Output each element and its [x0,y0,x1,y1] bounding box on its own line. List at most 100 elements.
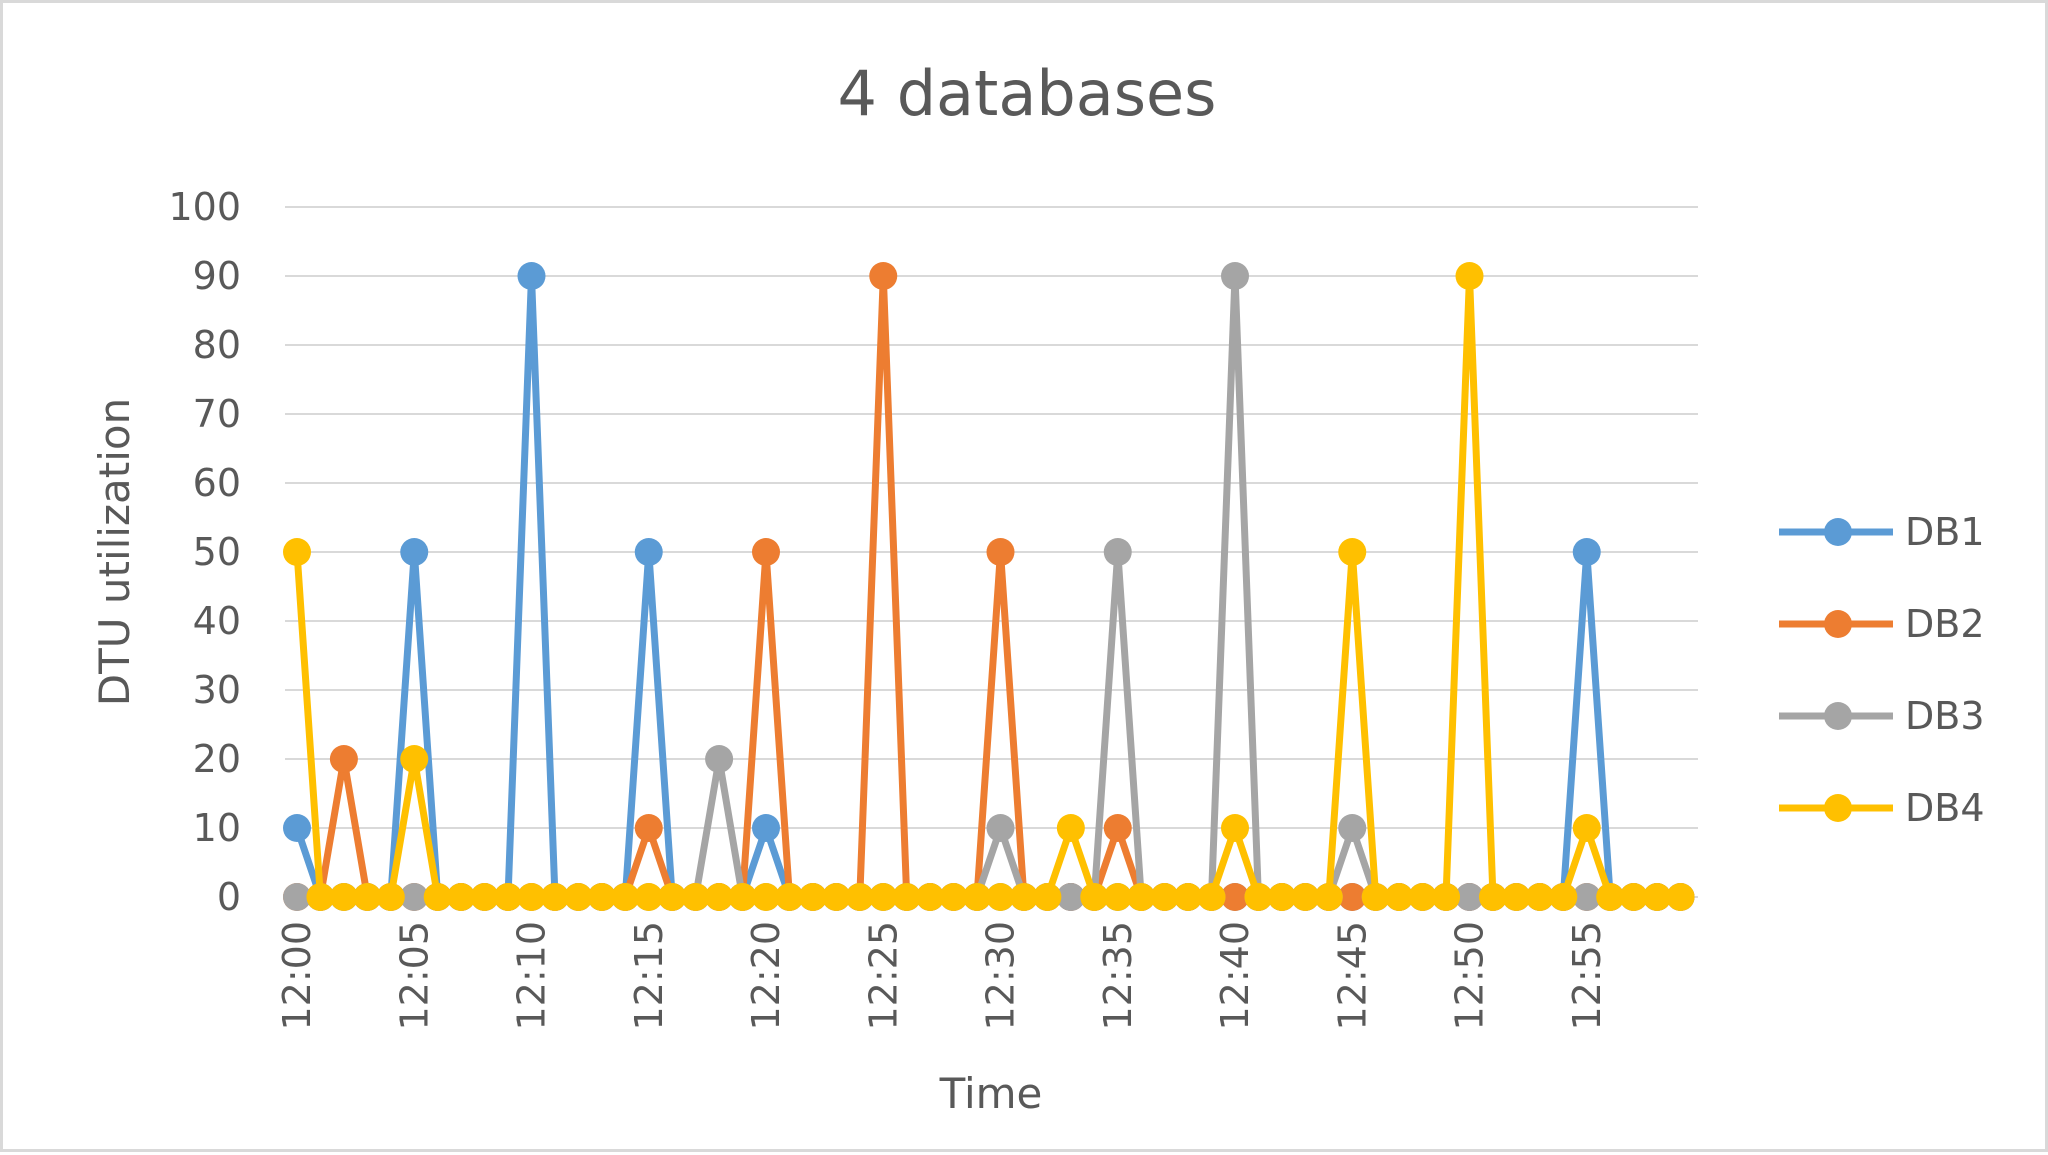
data-point-db4 [1525,883,1554,911]
data-point-db4 [1338,538,1367,566]
x-tick-label: 12:05 [392,921,436,1031]
data-point-db4 [1666,883,1695,911]
legend-marker [1824,518,1852,546]
y-tick-label: 80 [193,323,241,367]
legend: DB1 DB2 DB3 DB4 [1779,510,1985,830]
data-point-db4 [798,883,827,911]
data-point-db4 [1221,814,1249,842]
x-axis-title: Time [939,1069,1043,1118]
data-point-db4 [1033,883,1062,911]
data-point-db2 [1103,814,1132,842]
data-point-db3 [283,883,311,911]
data-point-db4 [1197,883,1226,911]
x-tick-label: 12:50 [1448,921,1492,1031]
data-point-db4 [1455,262,1484,290]
data-point-db4 [939,883,968,911]
series-lines [283,262,1695,911]
data-point-db4 [986,883,1015,911]
x-axis-ticks: 12:00 12:05 12:10 12:15 12:20 12:25 12:30 12:35… [275,921,1609,1031]
data-point-db4 [1150,883,1179,911]
data-point-db4 [353,883,382,911]
data-point-db3 [1338,814,1367,842]
data-point-db2 [329,745,358,773]
x-tick-label: 12:30 [979,921,1023,1031]
data-point-db4 [1291,883,1320,911]
data-point-db2 [634,814,663,842]
chart-title: 4 databases [838,57,1217,130]
data-point-db4 [1103,883,1132,911]
data-point-db2 [1221,883,1249,911]
y-tick-label: 40 [193,599,241,643]
x-tick-label: 12:00 [275,921,319,1031]
data-point-db4 [1643,883,1672,911]
data-point-db3 [1056,883,1085,911]
data-point-db4 [1080,883,1109,911]
data-point-db1 [1572,538,1601,566]
y-tick-label: 60 [193,461,241,505]
y-axis-ticks: 0 10 20 30 40 50 60 70 80 90 100 [168,185,241,919]
data-point-db4 [1244,883,1273,911]
data-point-db4 [447,883,476,911]
data-point-db4 [869,883,898,911]
data-point-db1 [634,538,663,566]
data-point-db2 [752,538,780,566]
data-point-db3 [705,745,734,773]
data-point-db4 [845,883,874,911]
legend-label: DB4 [1905,786,1985,830]
legend-marker [1824,610,1852,638]
x-tick-label: 12:35 [1096,921,1140,1031]
data-point-db4 [728,883,757,911]
legend-marker [1824,702,1852,730]
data-point-db4 [705,883,734,911]
data-point-db4 [494,883,523,911]
data-point-db4 [1127,883,1156,911]
y-tick-label: 90 [193,254,241,298]
legend-label: DB2 [1905,602,1985,646]
data-point-db4 [1549,883,1578,911]
data-point-db4 [1619,883,1648,911]
x-tick-label: 12:10 [510,921,554,1031]
data-point-db3 [1221,262,1249,290]
data-point-db3 [1103,538,1132,566]
data-point-db4 [611,883,640,911]
x-tick-label: 12:15 [627,921,671,1031]
data-point-db4 [1174,883,1203,911]
data-point-db4 [1056,814,1085,842]
legend-item-db3: DB3 [1779,694,1985,738]
x-tick-label: 12:45 [1330,921,1374,1031]
data-point-db2 [869,262,898,290]
legend-item-db1: DB1 [1779,510,1985,554]
data-point-db4 [1361,883,1390,911]
data-point-db4 [1385,883,1414,911]
legend-marker [1824,794,1852,822]
data-point-db4 [376,883,405,911]
data-point-db2 [986,538,1015,566]
x-tick-label: 12:40 [1213,921,1257,1031]
data-point-db4 [283,538,311,566]
data-point-db4 [423,883,452,911]
data-point-db4 [470,883,499,911]
data-point-db4 [587,883,616,911]
legend-item-db4: DB4 [1779,786,1985,830]
data-point-db4 [1432,883,1461,911]
data-point-db3 [986,814,1015,842]
x-tick-label: 12:55 [1565,921,1609,1031]
data-point-db4 [1478,883,1507,911]
data-point-db4 [517,883,546,911]
data-point-db1 [283,814,311,842]
series-db4 [283,262,1695,911]
data-point-db4 [1009,883,1038,911]
data-point-db4 [681,883,710,911]
data-point-db4 [540,883,569,911]
data-point-db4 [1596,883,1625,911]
legend-item-db2: DB2 [1779,602,1985,646]
y-tick-label: 50 [193,530,241,574]
y-tick-label: 100 [168,185,241,229]
data-point-db2 [1338,883,1367,911]
data-point-db4 [1502,883,1531,911]
y-tick-label: 70 [193,392,241,436]
legend-label: DB3 [1905,694,1985,738]
data-point-db4 [1572,814,1601,842]
